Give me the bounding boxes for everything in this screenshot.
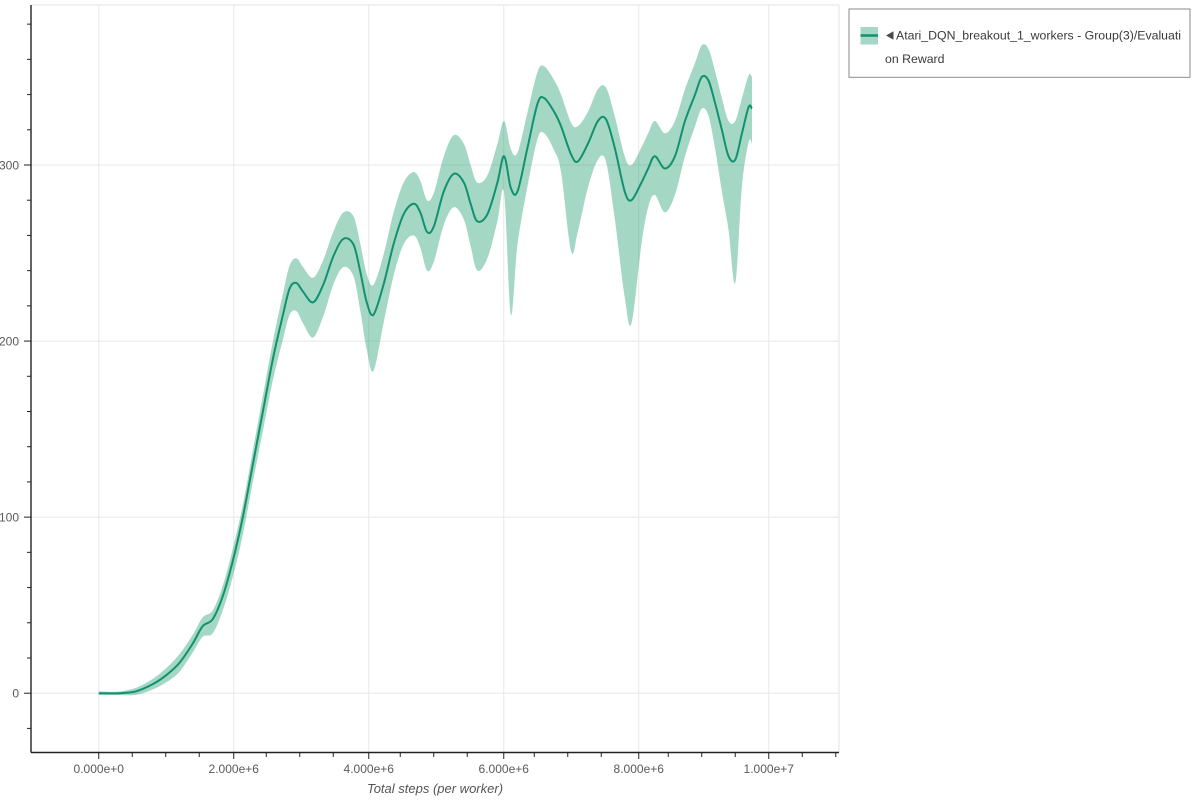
svg-text:Total steps (per worker): Total steps (per worker) xyxy=(367,781,503,796)
svg-text:200: 200 xyxy=(0,335,19,349)
svg-text:0.000e+0: 0.000e+0 xyxy=(74,762,125,776)
svg-text:Atari_DQN_breakout_1_workers -: Atari_DQN_breakout_1_workers - Group(3)/… xyxy=(896,29,1181,43)
svg-text:6.000e+6: 6.000e+6 xyxy=(479,762,530,776)
svg-text:1.000e+7: 1.000e+7 xyxy=(744,762,795,776)
svg-text:on Reward: on Reward xyxy=(885,52,945,66)
svg-text:300: 300 xyxy=(0,159,19,173)
svg-text:2.000e+6: 2.000e+6 xyxy=(209,762,260,776)
svg-text:8.000e+6: 8.000e+6 xyxy=(614,762,665,776)
svg-text:100: 100 xyxy=(0,511,19,525)
svg-text:0: 0 xyxy=(12,687,19,701)
svg-text:4.000e+6: 4.000e+6 xyxy=(344,762,395,776)
